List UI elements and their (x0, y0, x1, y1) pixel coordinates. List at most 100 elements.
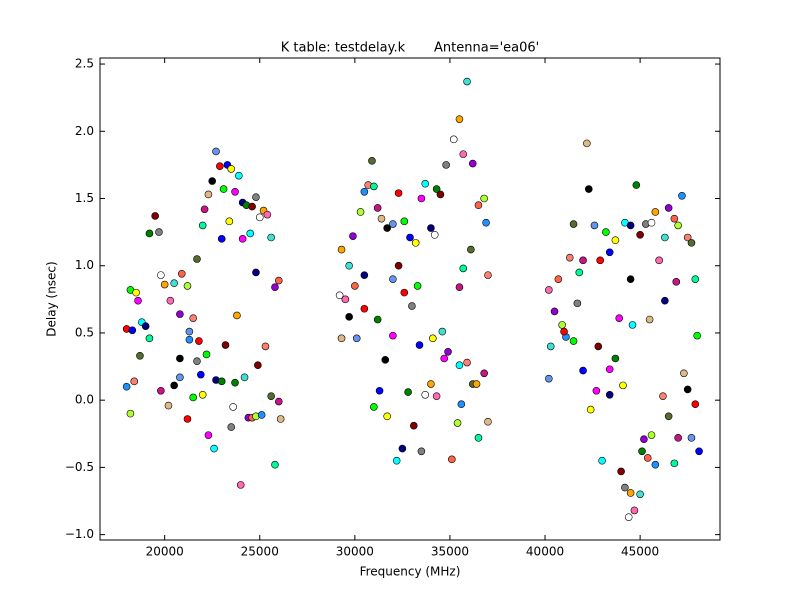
point (449, 135, 458, 144)
point (166, 296, 175, 305)
point (691, 275, 700, 283)
point (195, 337, 203, 345)
point (545, 374, 553, 383)
point (151, 212, 159, 220)
point (176, 354, 184, 363)
point (670, 459, 679, 468)
point (640, 435, 648, 443)
point (170, 381, 178, 390)
point (421, 390, 430, 399)
point (482, 218, 490, 227)
point (337, 334, 346, 343)
point (579, 256, 587, 265)
point (271, 283, 279, 292)
point (383, 224, 391, 232)
point (584, 185, 593, 193)
point (455, 361, 464, 370)
point (196, 370, 205, 379)
point (255, 213, 264, 222)
point (626, 275, 635, 283)
point (126, 409, 135, 418)
point (647, 431, 656, 439)
y-axis-label: Delay (nsec) (45, 261, 59, 336)
point (193, 255, 201, 263)
point (594, 342, 603, 351)
point (274, 276, 283, 285)
point (592, 386, 601, 395)
point (276, 415, 285, 423)
point (185, 327, 194, 336)
point (678, 192, 686, 200)
point (636, 490, 644, 499)
point (134, 296, 142, 305)
point (415, 341, 424, 349)
point (683, 233, 692, 242)
point (472, 380, 481, 388)
point (680, 369, 688, 378)
y-tick-label: 0.5 (75, 325, 94, 339)
point (246, 229, 255, 238)
point (235, 171, 243, 180)
point (605, 365, 614, 374)
point (198, 221, 207, 230)
point (274, 397, 283, 406)
point (157, 271, 165, 279)
point (381, 356, 390, 364)
point (263, 210, 272, 219)
point (157, 386, 165, 395)
point (248, 202, 256, 211)
point (417, 194, 426, 203)
point (432, 392, 441, 400)
point (417, 447, 426, 456)
point (208, 177, 217, 185)
point (468, 159, 477, 168)
point (480, 369, 488, 378)
point (605, 248, 614, 257)
point (463, 358, 471, 367)
point (670, 214, 679, 223)
point (267, 392, 275, 400)
point (128, 326, 137, 335)
point (674, 221, 682, 230)
point (377, 214, 386, 223)
y-tick-label: 1.5 (75, 191, 94, 205)
point (436, 190, 445, 199)
point (484, 271, 492, 279)
point (360, 271, 369, 279)
point (432, 185, 441, 193)
point (217, 235, 226, 243)
point (621, 483, 629, 492)
point (586, 405, 595, 414)
point (271, 460, 279, 469)
point (389, 331, 397, 340)
point (661, 233, 669, 242)
y-tick-label: −1.0 (65, 527, 94, 541)
point (160, 280, 169, 289)
point (212, 147, 220, 156)
point (389, 220, 397, 228)
point (459, 264, 468, 273)
point (155, 228, 163, 236)
point (647, 218, 656, 227)
point (628, 321, 637, 329)
point (345, 261, 353, 270)
point (370, 182, 378, 191)
point (352, 334, 361, 343)
point (356, 208, 365, 216)
point (651, 460, 660, 469)
point (189, 393, 197, 402)
point (351, 282, 359, 290)
x-tick-label: 35000 (431, 545, 469, 559)
point (664, 412, 673, 421)
point (394, 261, 403, 270)
point (410, 421, 418, 430)
point (404, 388, 412, 396)
point (545, 286, 553, 294)
x-tick-label: 25000 (241, 545, 279, 559)
point (122, 382, 131, 391)
point (546, 342, 555, 351)
point (691, 400, 700, 409)
x-tick-label: 20000 (146, 545, 184, 559)
point (484, 417, 492, 426)
